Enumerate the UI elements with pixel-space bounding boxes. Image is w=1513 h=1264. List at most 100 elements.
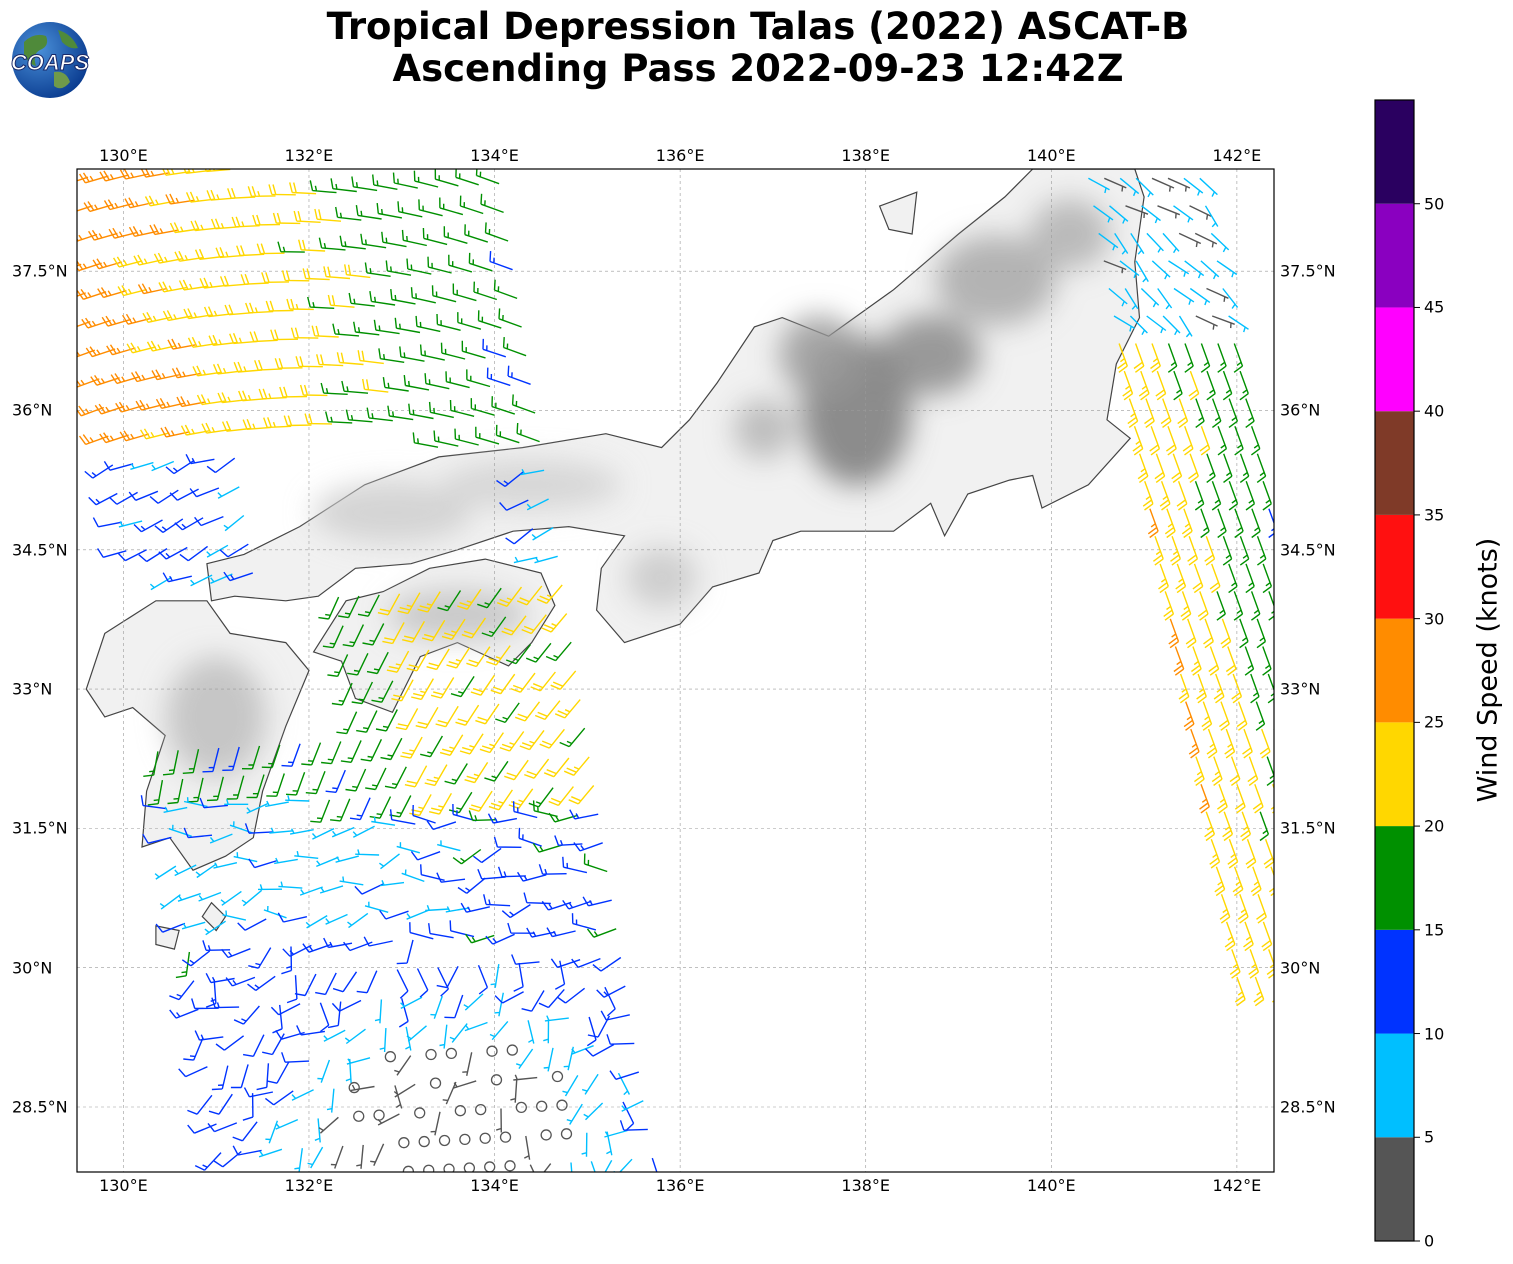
- wind-barb: [440, 342, 466, 360]
- wind-barb: [368, 1174, 379, 1195]
- wind-barb: [1109, 205, 1129, 224]
- wind-barb: [376, 203, 403, 219]
- wind-barb: [409, 794, 432, 817]
- wind-barb: [543, 757, 570, 778]
- wind-barb: [427, 256, 452, 274]
- wind-barb: [465, 933, 495, 944]
- wind-barb: [351, 681, 374, 705]
- lat-tick-label-right: 30°N: [1280, 958, 1321, 978]
- wind-barb: [1201, 701, 1213, 731]
- wind-barb: [1183, 177, 1204, 196]
- wind-barb: [85, 346, 116, 358]
- wind-barb: [339, 876, 364, 886]
- wind-barb: [1188, 453, 1199, 483]
- wind-barb: [380, 880, 405, 887]
- calm-circle: [423, 1164, 435, 1172]
- wind-barb: [318, 596, 340, 620]
- wind-barb: [532, 843, 563, 853]
- wind-barb: [331, 682, 353, 706]
- wind-barb: [512, 801, 538, 819]
- wind-barb: [439, 1024, 448, 1049]
- lat-tick-label-left: 37.5°N: [12, 261, 68, 281]
- coaps-logo: COAPS: [10, 22, 90, 98]
- wind-barb: [307, 1146, 324, 1169]
- wind-barb: [363, 936, 393, 947]
- wind-barb: [103, 199, 134, 211]
- wind-barb: [389, 809, 416, 825]
- wind-barb: [430, 995, 443, 1019]
- wind-barb: [258, 1148, 283, 1158]
- wind-barb: [229, 333, 258, 345]
- wind-barb: [1189, 205, 1212, 220]
- calm-circle: [504, 1160, 516, 1172]
- wind-barb: [349, 797, 371, 821]
- wind-barb: [77, 233, 98, 242]
- wind-barb: [169, 1008, 199, 1019]
- wind-barb: [252, 214, 281, 226]
- wind-barb: [221, 948, 251, 959]
- wind-barb: [117, 285, 147, 297]
- wind-barb: [515, 1048, 534, 1070]
- wind-barb: [606, 1034, 635, 1045]
- wind-barb: [167, 778, 184, 805]
- wind-barb: [277, 912, 308, 923]
- wind-barb: [1114, 233, 1129, 255]
- wind-barb: [1267, 673, 1274, 704]
- wind-barb: [289, 828, 314, 835]
- calm-circle: [414, 1107, 426, 1119]
- wind-barb: [1248, 949, 1260, 979]
- wind-barb: [279, 386, 308, 398]
- wind-barb: [462, 1052, 473, 1076]
- wind-barb: [362, 623, 385, 646]
- wind-barb: [394, 317, 421, 334]
- wind-barb: [1204, 536, 1216, 566]
- wind-barb: [195, 863, 217, 879]
- wind-barb: [1122, 370, 1134, 401]
- wind-barb: [183, 308, 213, 320]
- wind-barb: [592, 956, 622, 972]
- wind-barb: [1173, 370, 1183, 401]
- wind-barb: [1273, 701, 1274, 731]
- wind-barb: [406, 258, 432, 275]
- wind-barb: [586, 928, 617, 938]
- wind-barb: [1103, 260, 1127, 274]
- wind-barb: [1133, 343, 1145, 373]
- wind-barb: [420, 735, 444, 758]
- wind-barb: [585, 1043, 615, 1057]
- wind-barb: [400, 736, 423, 759]
- wind-barb: [531, 527, 554, 541]
- wind-barb: [163, 806, 188, 813]
- wind-barb: [366, 407, 393, 422]
- wind-barb: [1256, 894, 1267, 924]
- wind-barb: [223, 571, 254, 582]
- wind-barb: [149, 576, 172, 591]
- wind-barb: [431, 285, 457, 303]
- wind-barb: [90, 374, 120, 386]
- wind-barb: [77, 260, 102, 272]
- wind-barb: [495, 424, 520, 444]
- wind-barb: [151, 369, 181, 381]
- wind-barb: [421, 619, 446, 642]
- wind-barb: [386, 650, 410, 673]
- wind-barb: [261, 744, 281, 769]
- wind-barb: [262, 1033, 285, 1056]
- wind-barb: [217, 392, 247, 404]
- wind-barb: [364, 901, 389, 913]
- lon-tick-label-top: 140°E: [1026, 146, 1076, 165]
- wind-barb: [223, 514, 245, 532]
- wind-barb: [299, 886, 323, 896]
- wind-barb: [209, 833, 233, 844]
- wind-barb: [230, 1064, 249, 1089]
- colorbar-tick-label: 35: [1424, 505, 1445, 525]
- wind-barb: [437, 967, 450, 997]
- wind-barb: [1147, 508, 1159, 539]
- wind-barb: [1228, 398, 1239, 428]
- wind-barbs: [77, 169, 1274, 1195]
- wind-barb: [171, 367, 202, 379]
- wind-barb: [1227, 839, 1239, 869]
- wind-barb: [210, 218, 240, 230]
- wind-barb: [135, 399, 165, 411]
- wind-barb: [261, 272, 290, 283]
- wind-barb: [463, 993, 484, 1011]
- wind-barb: [174, 250, 204, 262]
